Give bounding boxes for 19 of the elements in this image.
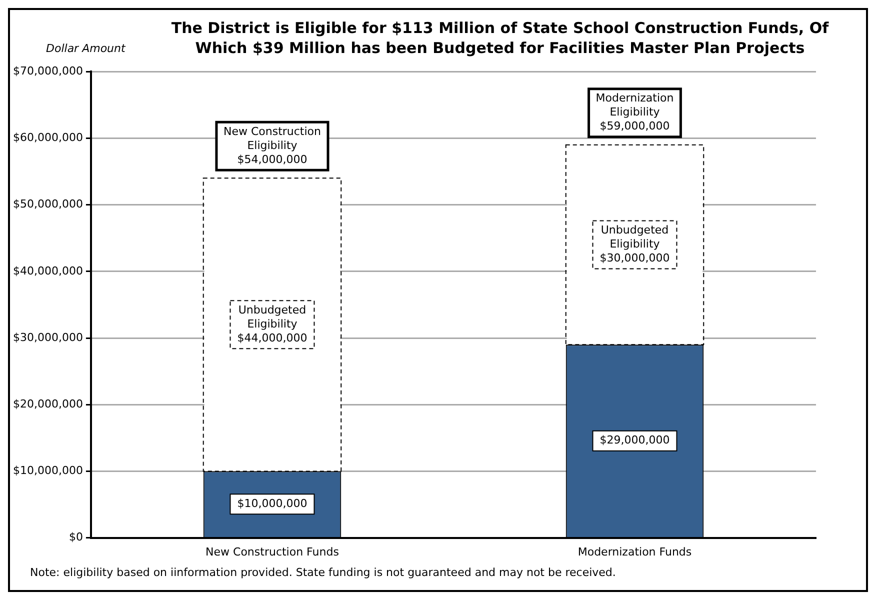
annotation: Modernization Eligibility $59,000,000 <box>596 92 674 133</box>
y-tick-label: $20,000,000 <box>12 397 83 410</box>
annotation: New Construction Eligibility $54,000,000 <box>223 125 322 166</box>
y-tick-label: $30,000,000 <box>12 330 83 344</box>
y-tick-label: $60,000,000 <box>12 131 83 144</box>
y-axis-title: Dollar Amount <box>46 42 126 55</box>
y-tick-label: $40,000,000 <box>12 264 83 278</box>
text: Note: eligibility based on iinformation provided. State funding is not guaranteed and may not be received. <box>30 566 616 579</box>
data-label: $10,000,000 <box>237 496 308 510</box>
y-tick-label: $0 <box>68 530 83 544</box>
x-tick-label: New Construction Funds <box>206 545 340 558</box>
y-tick-label: $50,000,000 <box>12 198 83 211</box>
chart-title: The District is Eligible for $113 Million of State School Construction Funds, Of Which $39 Million has been Budgeted for Facilities Master Plan Projects <box>170 18 830 58</box>
x-tick-label: Modernization Funds <box>578 545 692 558</box>
data-label: $29,000,000 <box>600 434 670 447</box>
y-tick-label: $10,000,000 <box>12 464 83 478</box>
y-tick-label: $70,000,000 <box>12 64 83 78</box>
data-label: Unbudgeted Eligibility $30,000,000 <box>600 224 670 265</box>
data-label: Unbudgeted Eligibility $44,000,000 <box>237 304 308 345</box>
